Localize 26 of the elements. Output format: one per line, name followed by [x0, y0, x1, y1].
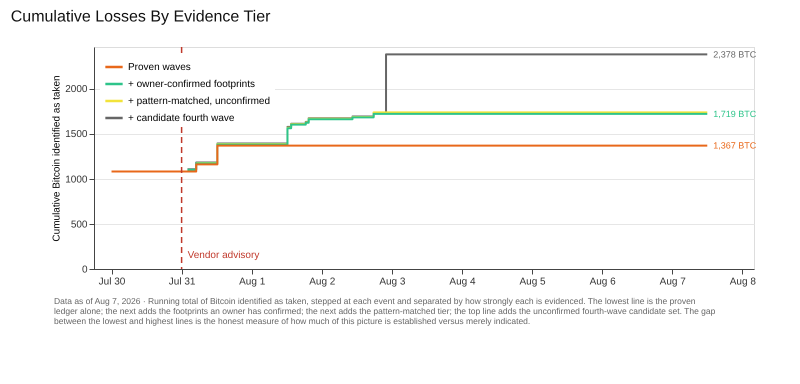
legend-label: + pattern-matched, unconfirmed	[128, 96, 270, 107]
x-tick-label: Aug 5	[519, 276, 546, 288]
x-tick-label: Jul 30	[98, 276, 126, 288]
annotation: 1,367 BTC	[713, 140, 757, 151]
annotation: 2,378 BTC	[713, 49, 757, 60]
y-tick-label: 0	[82, 264, 88, 276]
x-tick-label: Aug 8	[730, 276, 756, 288]
legend-label: + owner-confirmed footprints	[128, 79, 256, 90]
y-tick-label: 1500	[65, 129, 88, 140]
x-tick-label: Aug 3	[379, 276, 406, 288]
x-tick-label: Jul 31	[168, 276, 196, 288]
ref-line-label: Vendor advisory	[188, 250, 260, 261]
y-axis-title: Cumulative Bitcoin identified as taken	[51, 75, 62, 242]
x-tick-label: Aug 2	[309, 276, 336, 288]
legend-label: Proven waves	[128, 62, 191, 73]
y-tick-label: 1000	[65, 174, 88, 186]
x-tick-label: Aug 7	[660, 276, 686, 288]
x-tick-label: Aug 4	[449, 276, 476, 288]
text: Data as of Aug 7, 2026 · Running total of Bitcoin identified as taken, stepped at each event and separated by how strongly each is evidenced. The lowest line is the proven ledger alone; the next adds the footprints an owner has confirmed; the next adds the pattern-matched tier; the top line adds the unconfirmed fourth-wave candidate set. The gap between the lowest and highest lines is the honest measure of how much of this picture is established versus merely indicated.	[54, 296, 716, 326]
y-tick-label: 500	[70, 219, 88, 230]
chart-title: Cumulative Losses By Evidence Tier	[10, 8, 272, 26]
annotation: 1,719 BTC	[713, 108, 757, 119]
x-tick-label: Aug 1	[239, 276, 266, 288]
y-tick-label: 2000	[65, 84, 88, 96]
x-tick-label: Aug 6	[590, 276, 616, 288]
legend-label: + candidate fourth wave	[128, 113, 235, 124]
